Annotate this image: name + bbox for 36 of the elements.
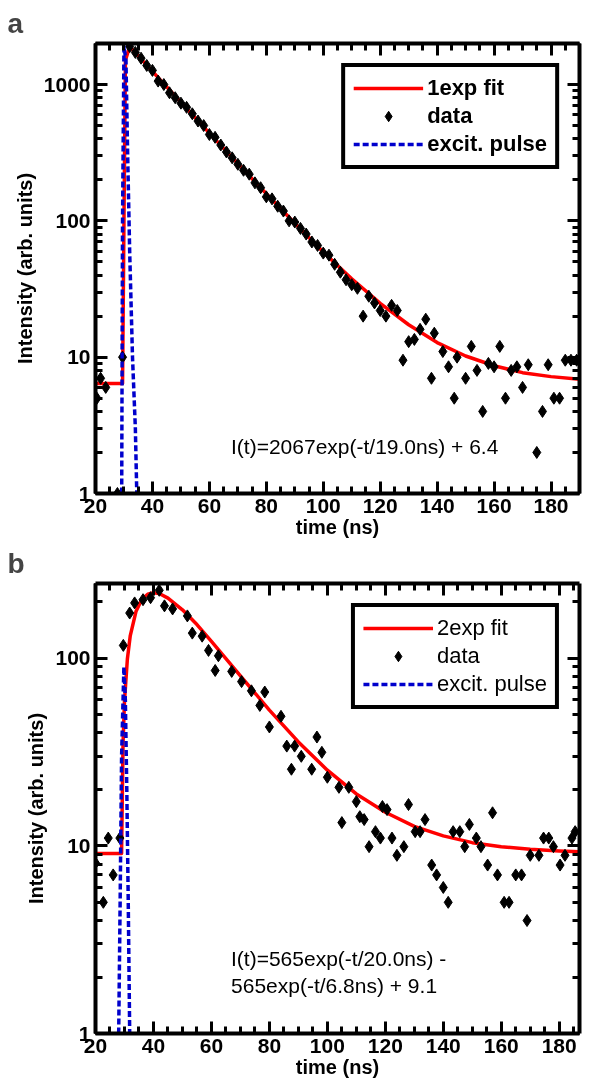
x-tick-label: 120 xyxy=(362,493,398,517)
x-tick-label: 160 xyxy=(483,1033,519,1057)
x-tick-label: 120 xyxy=(367,1033,403,1057)
x-tick-label: 80 xyxy=(257,1033,282,1057)
y-tick-label: 100 xyxy=(55,208,91,232)
legend-label: excit. pulse xyxy=(427,131,547,157)
line-series xyxy=(116,665,132,1034)
x-tick-label: 60 xyxy=(199,1033,224,1057)
x-tick-label: 60 xyxy=(197,493,222,517)
y-axis-title: Intensity (arb. units) xyxy=(13,172,36,365)
legend-label: data xyxy=(427,103,473,129)
x-axis-title: time (ns) xyxy=(295,515,380,538)
x-tick-label: 40 xyxy=(140,493,165,517)
x-axis-title: time (ns) xyxy=(295,1055,380,1078)
legend-label: data xyxy=(436,643,480,669)
x-tick-label: 40 xyxy=(141,1033,166,1057)
y-tick-label: 10 xyxy=(67,833,91,857)
y-tick-label: 10 xyxy=(67,345,91,369)
annotation: I(t)=2067exp(-t/19.0ns) + 6.4 xyxy=(231,434,499,458)
x-tick-label: 100 xyxy=(309,1033,345,1057)
x-tick-label: 180 xyxy=(533,493,569,517)
legend-label: 2exp fit xyxy=(436,615,508,641)
legend-label: excit. pulse xyxy=(436,671,547,697)
x-tick-label: 80 xyxy=(254,493,278,517)
chart-title: b xyxy=(7,547,25,579)
x-tick-label: 140 xyxy=(425,1033,461,1057)
y-tick-label: 1000 xyxy=(43,72,91,96)
x-tick-label: 100 xyxy=(305,493,341,517)
y-tick-label: 100 xyxy=(55,646,91,670)
x-tick-label: 180 xyxy=(541,1033,577,1057)
x-tick-label: 140 xyxy=(419,493,455,517)
chart-title: a xyxy=(7,7,24,39)
legend-label: 1exp fit xyxy=(427,75,505,101)
annotation: I(t)=565exp(-t/20.0ns) - 565exp(-t/6.8ns) + 9.1 xyxy=(231,946,447,998)
x-tick-label: 160 xyxy=(476,493,512,517)
y-axis-title: Intensity (arb. units) xyxy=(25,712,48,905)
